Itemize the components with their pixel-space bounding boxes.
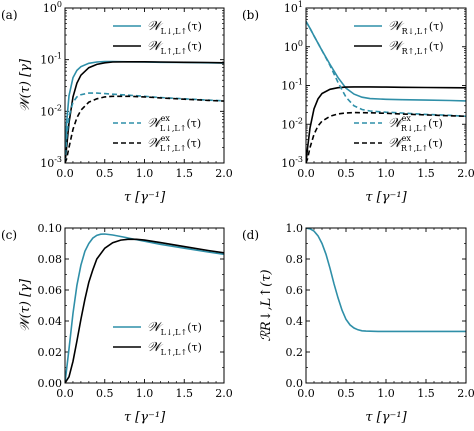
legend-label: 𝒲ex L↓,L↑(τ) xyxy=(147,114,201,133)
series-line-4 xyxy=(65,95,224,163)
panel-label: (b) xyxy=(242,8,259,22)
legend-label: 𝒲R↑,L↑(τ) xyxy=(388,39,444,56)
x-tick-label: 2.0 xyxy=(215,167,233,180)
series-line-3 xyxy=(65,92,224,163)
x-tick-label: 1.0 xyxy=(136,387,154,400)
y-tick-label: 0.04 xyxy=(38,315,63,328)
legend-label: 𝒲ex R↑,L↑(τ) xyxy=(388,134,443,153)
panel-3: 0.0 0.5 1.0 1.5 2.0 0.00 0.02 0.04 0.06 0.08 0.10 τ… xyxy=(1,222,233,425)
legend-label: 𝒲ex L↑,L↑(τ) xyxy=(147,134,201,153)
y-tick-label: 101 xyxy=(284,0,303,15)
y-tick-label: 100 xyxy=(284,39,303,54)
axes-frame xyxy=(305,227,467,384)
x-tick-label: 2.0 xyxy=(457,387,474,400)
x-axis-label: τ [γ⁻¹] xyxy=(124,190,166,205)
x-tick-label: 0.5 xyxy=(337,387,355,400)
y-tick-label: 0.4 xyxy=(286,315,304,328)
y-tick-label: 0.08 xyxy=(38,253,63,266)
x-tick-label: 0.0 xyxy=(56,387,74,400)
x-axis-label: τ [γ⁻¹] xyxy=(365,410,407,425)
y-tick-label: 10-1 xyxy=(40,52,62,67)
x-tick-label: 0.5 xyxy=(96,167,114,180)
x-tick-label: 2.0 xyxy=(215,387,233,400)
x-tick-label: 0.0 xyxy=(56,167,74,180)
series-line-4 xyxy=(306,111,466,163)
y-tick-label: 100 xyxy=(43,0,62,15)
legend-label: 𝒲L↑,L↑(τ) xyxy=(147,340,202,357)
x-tick-label: 1.0 xyxy=(136,167,154,180)
y-axis-label: ℛR↓,L↑(τ) xyxy=(259,269,274,341)
y-axis-label: 𝒲(τ) [γ] xyxy=(18,58,33,112)
series-line-1 xyxy=(65,233,224,383)
legend-label: 𝒲R↓,L↑(τ) xyxy=(388,19,444,36)
x-tick-label: 1.5 xyxy=(176,167,194,180)
y-tick-label: 0.00 xyxy=(38,377,63,390)
panel-4: 0.0 0.5 1.0 1.5 2.0 0.0 0.2 0.4 0.6 0.8 1.0 τ [γ⁻¹]… xyxy=(242,222,474,425)
y-tick-label: 0.0 xyxy=(286,377,304,390)
x-tick-label: 0.0 xyxy=(297,387,315,400)
y-tick-label: 10-2 xyxy=(40,103,62,118)
y-tick-label: 0.8 xyxy=(286,253,304,266)
legend-label: 𝒲L↓,L↑(τ) xyxy=(147,19,202,36)
panel-label: (a) xyxy=(1,8,18,22)
y-axis-label: 𝒲(τ) [γ] xyxy=(18,278,33,332)
series-line-1 xyxy=(306,20,466,102)
y-tick-label: 0.06 xyxy=(38,284,63,297)
legend-label: 𝒲L↑,L↑(τ) xyxy=(147,39,202,56)
panel-label: (d) xyxy=(242,228,259,242)
series-line-1 xyxy=(306,228,466,333)
y-tick-label: 1.0 xyxy=(286,222,304,235)
x-tick-label: 0.0 xyxy=(297,167,315,180)
axes-frame xyxy=(64,227,225,384)
x-tick-label: 0.5 xyxy=(337,167,355,180)
axes-frame xyxy=(305,7,467,164)
x-tick-label: 1.5 xyxy=(417,167,435,180)
x-tick-label: 2.0 xyxy=(457,167,474,180)
x-tick-label: 1.0 xyxy=(377,387,395,400)
y-tick-label: 10-2 xyxy=(281,116,303,131)
x-tick-label: 0.5 xyxy=(96,387,114,400)
y-tick-label: 10-1 xyxy=(281,78,303,93)
panel-label: (c) xyxy=(1,228,17,242)
y-tick-label: 0.02 xyxy=(38,346,63,359)
series-line-3 xyxy=(306,20,466,118)
series-line-2 xyxy=(65,61,224,163)
legend-label: 𝒲ex R↓,L↑(τ) xyxy=(388,114,443,133)
y-tick-label: 0.10 xyxy=(38,222,63,235)
series-line-2 xyxy=(65,238,224,383)
x-tick-label: 1.0 xyxy=(377,167,395,180)
series-line-2 xyxy=(306,86,466,163)
x-tick-label: 1.5 xyxy=(176,387,194,400)
y-tick-label: 0.6 xyxy=(286,284,304,297)
y-tick-label: 0.2 xyxy=(286,346,304,359)
x-axis-label: τ [γ⁻¹] xyxy=(365,190,407,205)
legend-label: 𝒲L↓,L↑(τ) xyxy=(147,320,202,337)
x-tick-label: 1.5 xyxy=(417,387,435,400)
x-axis-label: τ [γ⁻¹] xyxy=(124,410,166,425)
axes-frame xyxy=(64,7,225,164)
